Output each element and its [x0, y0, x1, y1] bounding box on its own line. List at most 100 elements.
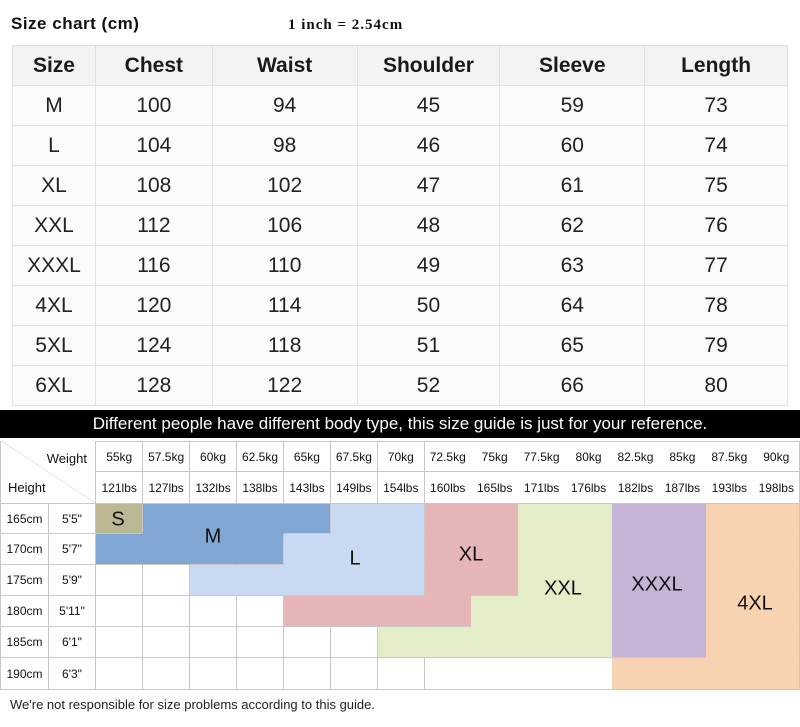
size-fit-cell [753, 534, 800, 565]
height-cm-cell: 190cm [0, 658, 49, 690]
size-fit-cell [753, 658, 800, 690]
size-fit-cell [706, 534, 754, 565]
size-fit-cell [236, 565, 285, 596]
size-fit-cell [518, 565, 566, 596]
size-fit-cell [377, 596, 426, 627]
weight-lbs-cell: 198lbs [753, 472, 800, 504]
size-fit-cell [189, 658, 238, 690]
table-row: XXXL 116 110 49 63 77 [12, 245, 788, 286]
size-fit-cell [706, 504, 754, 534]
size-fit-cell [424, 504, 472, 534]
size-fit-cell [96, 627, 144, 658]
size-fit-cell [96, 658, 144, 690]
size-fit-cell [424, 596, 472, 627]
table-cell: 104 [94, 125, 213, 166]
table-cell: 80 [644, 365, 788, 406]
size-fit-cell [236, 596, 285, 627]
height-ft-cell: 6'1" [49, 627, 96, 658]
size-fit-cell [471, 596, 519, 627]
size-fit-cell [753, 504, 800, 534]
size-fit-cell [659, 627, 707, 658]
size-fit-cell [377, 627, 426, 658]
table-cell: M [12, 85, 96, 126]
size-region-label: XXL [544, 577, 582, 600]
size-fit-cell [518, 534, 566, 565]
table-cell: 76 [644, 205, 788, 246]
size-fit-cell [706, 565, 754, 596]
size-fit-cell [96, 534, 144, 565]
table-cell: L [12, 125, 96, 166]
size-region-label: XXXL [631, 573, 683, 596]
table-cell: 79 [644, 325, 788, 366]
size-fit-cell [330, 504, 379, 534]
size-fit-cell [142, 504, 191, 534]
weight-lbs-cell: 121lbs [96, 472, 144, 504]
table-cell: 61 [499, 165, 646, 206]
size-fit-cell [377, 534, 426, 565]
table-cell: XXXL [12, 245, 96, 286]
size-fit-cell [659, 565, 707, 596]
inch-conversion-note: 1 inch = 2.54cm [288, 17, 404, 33]
table-cell: 51 [356, 325, 501, 366]
size-fit-cell [377, 504, 426, 534]
height-cm-cell: 165cm [0, 504, 49, 534]
table-cell: 62 [499, 205, 646, 246]
table-cell: 52 [356, 365, 501, 406]
height-ft-cell: 5'7" [49, 534, 96, 565]
table-cell: 122 [211, 365, 358, 406]
column-header: Chest [94, 45, 213, 86]
size-fit-cell [142, 627, 191, 658]
weight-kg-cell: 82.5kg [612, 441, 660, 472]
height-label: Height [8, 480, 46, 495]
size-fit-cell [424, 534, 472, 565]
size-region-label: L [349, 547, 361, 570]
table-cell: 59 [499, 85, 646, 126]
size-fit-cell [612, 504, 660, 534]
size-fit-cell [236, 627, 285, 658]
weight-kg-cell: 75kg [471, 441, 519, 472]
size-fit-cell [189, 565, 238, 596]
table-cell: 64 [499, 285, 646, 326]
weight-kg-cell: 87.5kg [706, 441, 754, 472]
column-header: Size [12, 45, 96, 86]
size-fit-cell [189, 504, 238, 534]
size-fit-cell [96, 504, 144, 534]
weight-lbs-cell: 176lbs [565, 472, 613, 504]
size-fit-cell [471, 627, 519, 658]
table-cell: 98 [211, 125, 358, 166]
size-fit-cell [518, 658, 566, 690]
size-fit-cell [283, 596, 332, 627]
weight-lbs-cell: 165lbs [471, 472, 519, 504]
height-ft-cell: 6'3" [49, 658, 96, 690]
weight-kg-cell: 60kg [189, 441, 238, 472]
size-fit-cell [142, 658, 191, 690]
table-cell: 77 [644, 245, 788, 286]
size-fit-cell [565, 627, 613, 658]
table-row: XXL 112 106 48 62 76 [12, 205, 788, 246]
size-fit-cell [706, 596, 754, 627]
size-fit-cell [565, 534, 613, 565]
table-cell: 49 [356, 245, 501, 286]
size-fit-cell [283, 534, 332, 565]
table-row: 4XL 120 114 50 64 78 [12, 285, 788, 326]
weight-lbs-cell: 182lbs [612, 472, 660, 504]
size-fit-cell [424, 627, 472, 658]
size-region-label: XL [458, 543, 484, 566]
table-cell: 6XL [12, 365, 96, 406]
size-fit-cell [236, 658, 285, 690]
size-fit-cell [659, 658, 707, 690]
size-fit-cell [753, 627, 800, 658]
weight-lbs-cell: 193lbs [706, 472, 754, 504]
table-row: 6XL 128 122 52 66 80 [12, 365, 788, 406]
size-fit-cell [753, 596, 800, 627]
guide-corner-header: Weight Height [0, 441, 96, 504]
reference-banner: Different people have different body typ… [0, 410, 800, 438]
size-fit-cell [612, 534, 660, 565]
size-table-header: Size Chest Waist Shoulder Sleeve Length [12, 45, 788, 86]
table-cell: 78 [644, 285, 788, 326]
size-fit-cell [424, 565, 472, 596]
table-cell: 110 [211, 245, 358, 286]
size-fit-cell [612, 627, 660, 658]
size-fit-cell [283, 565, 332, 596]
table-cell: 74 [644, 125, 788, 166]
